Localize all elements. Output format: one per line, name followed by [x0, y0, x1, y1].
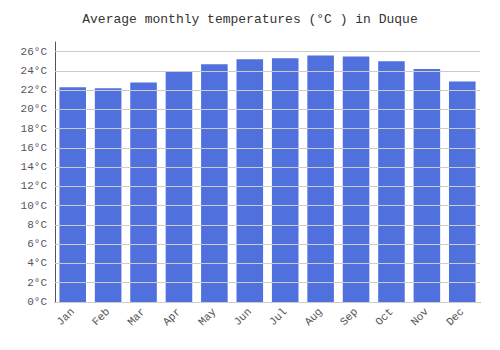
svg-text:Aug: Aug [302, 306, 324, 328]
svg-text:18°C: 18°C [21, 123, 48, 135]
svg-text:6°C: 6°C [27, 238, 47, 250]
svg-text:Feb: Feb [90, 306, 112, 328]
svg-text:20°C: 20°C [21, 103, 48, 115]
svg-text:Jun: Jun [232, 306, 254, 328]
svg-text:22°C: 22°C [21, 84, 48, 96]
svg-text:Dec: Dec [444, 306, 466, 328]
svg-text:2°C: 2°C [27, 277, 47, 289]
svg-text:Sep: Sep [338, 306, 360, 328]
svg-text:4°C: 4°C [27, 257, 47, 269]
svg-text:0°C: 0°C [27, 296, 47, 308]
svg-text:Jan: Jan [54, 306, 76, 328]
svg-text:10°C: 10°C [21, 200, 48, 212]
svg-text:26°C: 26°C [21, 46, 48, 58]
svg-text:14°C: 14°C [21, 161, 48, 173]
svg-text:Apr: Apr [161, 306, 183, 328]
svg-text:May: May [196, 305, 219, 328]
svg-text:Mar: Mar [125, 306, 147, 328]
svg-text:8°C: 8°C [27, 219, 47, 231]
svg-text:Nov: Nov [409, 305, 432, 328]
svg-text:Jul: Jul [267, 306, 289, 328]
svg-text:16°C: 16°C [21, 142, 48, 154]
svg-text:24°C: 24°C [21, 65, 48, 77]
svg-text:12°C: 12°C [21, 180, 48, 192]
svg-text:Average monthly temperatures (: Average monthly temperatures (°C ) in Du… [82, 12, 417, 27]
svg-text:Oct: Oct [373, 306, 395, 328]
